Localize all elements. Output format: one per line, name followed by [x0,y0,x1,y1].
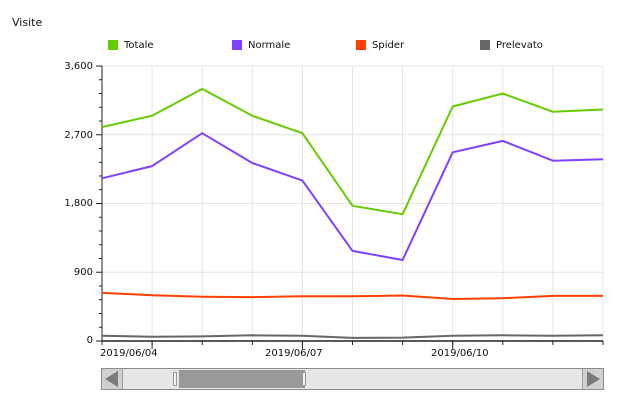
arrow-right-icon [587,371,600,387]
series-line-prelevato [101,334,604,339]
y-tick-label: 3,600 [64,61,93,72]
legend-label-prelevato: Prelevato [496,39,543,51]
arrow-left-icon [105,371,118,387]
legend-swatch-totale [108,40,118,50]
legend-label-spider: Spider [372,39,405,51]
legend-item-prelevato[interactable]: Prelevato [480,38,543,52]
series-line-spider [101,291,603,300]
legend-item-normale[interactable]: Normale [232,38,290,52]
series-line-totale [101,87,604,216]
legend-item-spider[interactable]: Spider [356,38,404,52]
legend-swatch-normale [232,40,242,50]
y-tick-label: 900 [73,267,93,278]
legend-item-totale[interactable]: Totale [108,38,154,52]
scrollbar-thumb[interactable] [179,370,305,388]
y-tick-label: 2,700 [64,130,93,141]
y-tick-label: 1,800 [64,198,93,209]
scroll-left-button[interactable] [102,369,123,389]
range-end-handle[interactable] [302,372,306,386]
y-axis-label: Visite [12,16,43,29]
legend-label-normale: Normale [248,39,291,51]
x-tick-label: 2019/06/10 [431,348,489,359]
legend-label-totale: Totale [124,39,154,51]
legend-swatch-spider [356,40,366,50]
scroll-right-button[interactable] [582,369,603,389]
y-tick-label: 0 [86,335,93,346]
series-line-normale [101,132,604,261]
range-scrollbar[interactable] [101,368,604,390]
range-start-handle[interactable] [173,372,177,386]
x-tick-label: 2019/06/07 [265,348,323,359]
x-tick-label: 2019/06/04 [100,348,158,359]
legend-swatch-prelevato [480,40,490,50]
